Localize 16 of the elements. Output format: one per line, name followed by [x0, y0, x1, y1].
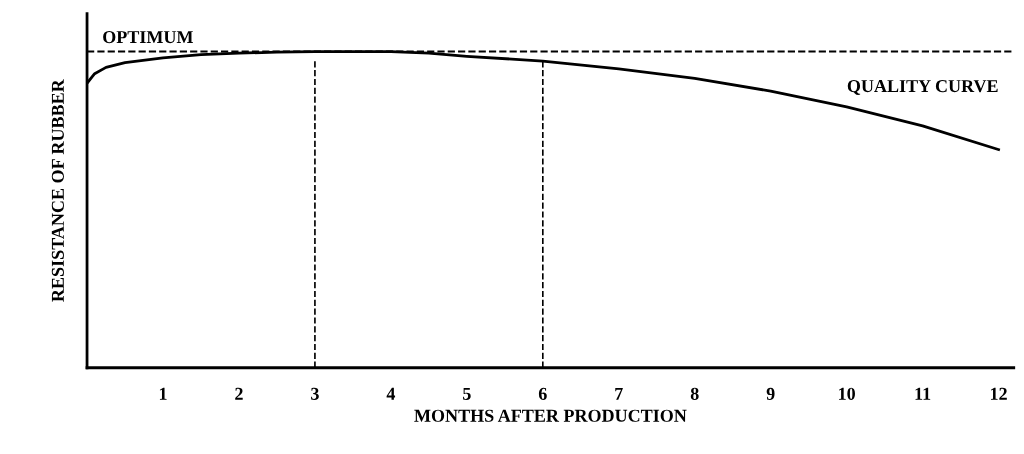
- x-tick-label: 10: [839, 387, 855, 400]
- ref-line-label: OPTIMUM: [103, 31, 193, 44]
- x-tick-label: 7: [615, 387, 623, 400]
- x-axis-title: MONTHS AFTER PRODUCTION: [414, 409, 687, 422]
- x-tick-label: 4: [386, 387, 396, 400]
- x-tick-label: 11: [915, 387, 931, 400]
- series-label: QUALITY CURVE: [847, 80, 998, 95]
- x-tick-label: 9: [766, 387, 775, 400]
- x-tick-label: 8: [690, 387, 699, 400]
- x-tick-label: 1: [159, 387, 167, 400]
- x-tick-label: 12: [990, 387, 1007, 400]
- x-tick-label: 5: [463, 387, 471, 400]
- x-tick-label: 6: [538, 387, 547, 400]
- y-axis-title: RESISTANCE OF RUBBER: [51, 79, 64, 302]
- x-tick-label: 2: [235, 387, 243, 400]
- x-tick-label: 3: [311, 387, 319, 400]
